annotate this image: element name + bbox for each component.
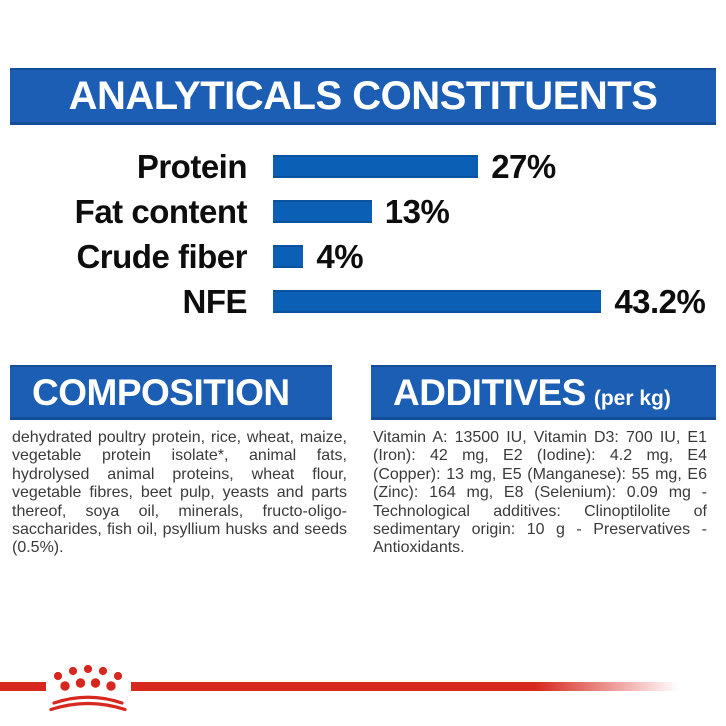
additives-title: ADDITIVES (393, 371, 586, 413)
chart-bar (273, 245, 304, 268)
additives-unit-suffix: (per kg) (593, 386, 671, 410)
chart-value-label: 4% (316, 237, 364, 275)
chart-row: Fat content 13% (10, 189, 718, 234)
analytics-title: ANALYTICALS CONSTITUENTS (68, 74, 658, 118)
chart-category-label: Crude fiber (76, 237, 247, 275)
chart-category-label: Fat content (74, 192, 248, 230)
chart-value-label: 27% (491, 147, 556, 185)
additives-section: ADDITIVES (per kg) Vitamin A: 13500 IU, … (371, 365, 716, 558)
royal-canin-crown-logo-icon (49, 664, 127, 712)
chart-row: NFE 43.2% (10, 279, 718, 324)
additives-text: Vitamin A: 13500 IU, Vitamin D3: 700 IU,… (373, 429, 707, 557)
crown-dots (53, 664, 123, 691)
additives-header-bar: ADDITIVES (per kg) (371, 365, 716, 420)
brand-red-line-right (131, 682, 726, 691)
composition-header-bar: COMPOSITION (10, 365, 332, 420)
chart-category-label: NFE (182, 282, 248, 320)
analytics-header-bar: ANALYTICALS CONSTITUENTS (10, 68, 716, 125)
composition-section: COMPOSITION dehydrated poultry protein, … (10, 365, 347, 558)
crown-arcs (49, 695, 127, 712)
chart-bar (273, 155, 479, 178)
chart-bar (273, 200, 372, 223)
chart-bar (273, 290, 602, 313)
chart-row: Protein 27% (10, 144, 718, 189)
chart-category-label: Protein (136, 147, 248, 185)
chart-value-label: 13% (384, 192, 450, 230)
chart-row: Crude fiber 4% (10, 234, 718, 279)
composition-text: dehydrated poultry protein, rice, wheat,… (12, 429, 347, 557)
chart-value-label: 43.2% (614, 282, 706, 320)
analytics-bar-chart: Protein 27% Fat content 13% Crude fiber 4% NFE… (10, 144, 718, 324)
brand-red-line-left (0, 682, 46, 691)
composition-title: COMPOSITION (32, 371, 290, 413)
